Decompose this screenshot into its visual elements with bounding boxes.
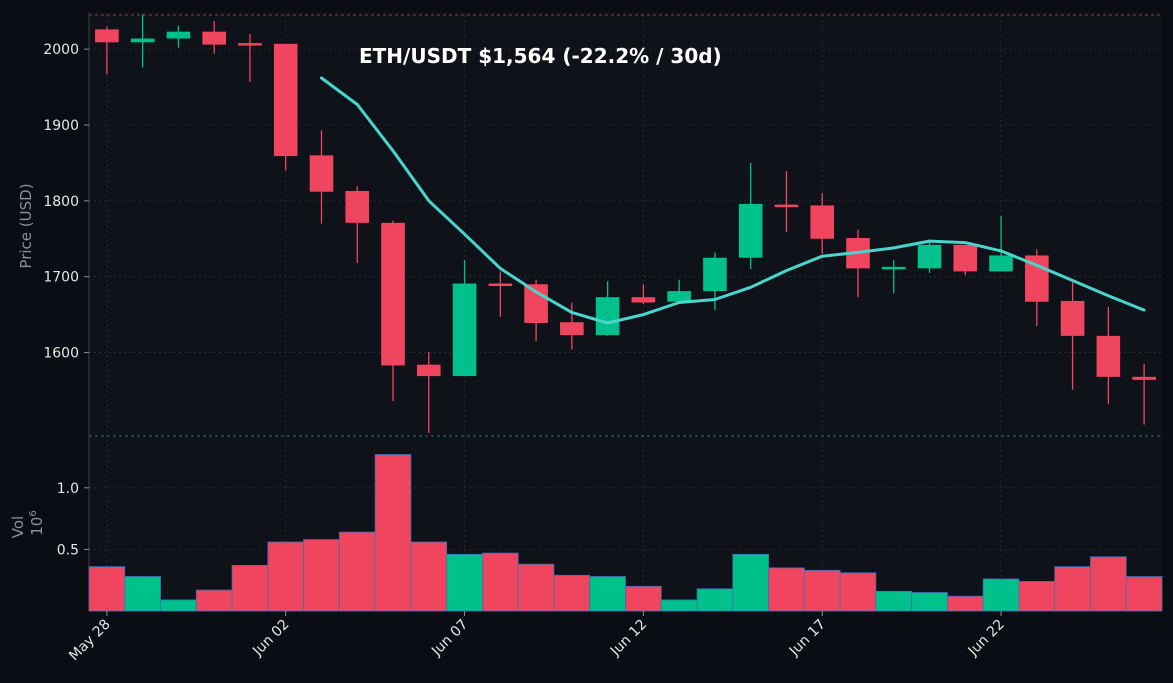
candle-body: [202, 31, 226, 45]
volume-bar: [517, 563, 555, 612]
candle-body: [273, 43, 298, 157]
price-tick-label: 1800: [43, 194, 79, 210]
moving-average: [320, 76, 1146, 325]
volume-bar: [1054, 566, 1091, 612]
candle-body: [345, 190, 370, 223]
volume-bar: [803, 569, 841, 612]
candle-body: [989, 255, 1013, 272]
candle-body: [1096, 335, 1121, 377]
candle-body: [595, 297, 620, 336]
volume-bar: [1125, 576, 1163, 612]
volume-bar: [160, 599, 197, 612]
candle-body: [953, 244, 978, 272]
candle-body: [524, 284, 548, 323]
volume-bar: [88, 566, 126, 612]
volume-bar: [482, 552, 519, 612]
volume-bar: [1018, 581, 1056, 612]
volume-bar: [660, 599, 698, 612]
candle-body: [631, 297, 656, 303]
volume-bar: [768, 567, 805, 612]
price-tick-label: 1700: [43, 270, 79, 286]
candle-body: [703, 257, 727, 292]
candle-body: [381, 222, 405, 366]
volume-bar: [338, 531, 376, 612]
volume-bar: [303, 539, 340, 612]
price-axis-label: Price (USD): [17, 183, 35, 268]
moving-average-line: [320, 76, 1146, 325]
volume-axis-label: Vol: [9, 516, 27, 538]
volume-bar: [374, 454, 412, 612]
volume-bar: [696, 588, 734, 612]
candle-body: [667, 291, 691, 302]
volume-bar: [982, 578, 1020, 612]
volume-bar: [875, 590, 913, 612]
candle-body: [309, 155, 334, 192]
volume-bar: [446, 553, 483, 612]
price-panel-background: [89, 12, 1162, 436]
candlesticks: [95, 14, 1156, 433]
volume-bars: [88, 454, 1163, 612]
candle-body: [774, 204, 799, 208]
candle-body: [488, 283, 513, 287]
candle-body: [810, 205, 835, 239]
grid-lines: [89, 15, 1162, 611]
price-tick-label: 1900: [43, 118, 79, 134]
candle-body: [917, 244, 942, 269]
candle-body: [130, 38, 155, 43]
candle-body: [1060, 300, 1085, 336]
volume-bar: [839, 572, 877, 612]
volume-bar: [410, 541, 448, 612]
volume-bar: [625, 585, 662, 612]
volume-scale-label: 106: [28, 510, 46, 535]
volume-bar: [947, 595, 984, 612]
candle-body: [738, 203, 763, 258]
candle-body: [166, 31, 191, 39]
candle-body: [560, 322, 584, 336]
volume-bar: [553, 574, 591, 612]
candle-body: [95, 29, 119, 43]
volume-bar: [1090, 556, 1127, 612]
volume-bar: [589, 576, 626, 612]
volume-bar: [267, 541, 305, 612]
candle-body: [452, 283, 477, 377]
volume-bar: [732, 553, 769, 612]
candle-body: [416, 364, 441, 377]
volume-tick-label: 1.0: [57, 481, 79, 497]
volume-tick-label: 0.5: [57, 542, 79, 558]
price-tick-label: 2000: [43, 42, 79, 58]
volume-bar: [124, 576, 161, 612]
chart-title: ETH/USDT $1,564 (-22.2% / 30d): [359, 44, 722, 68]
volume-bar: [195, 589, 233, 612]
candle-body: [238, 43, 262, 46]
candle-body: [881, 266, 906, 270]
price-tick-label: 1600: [43, 346, 79, 362]
volume-bar: [911, 592, 948, 612]
candle-body: [1132, 376, 1156, 380]
volume-bar: [231, 565, 269, 612]
